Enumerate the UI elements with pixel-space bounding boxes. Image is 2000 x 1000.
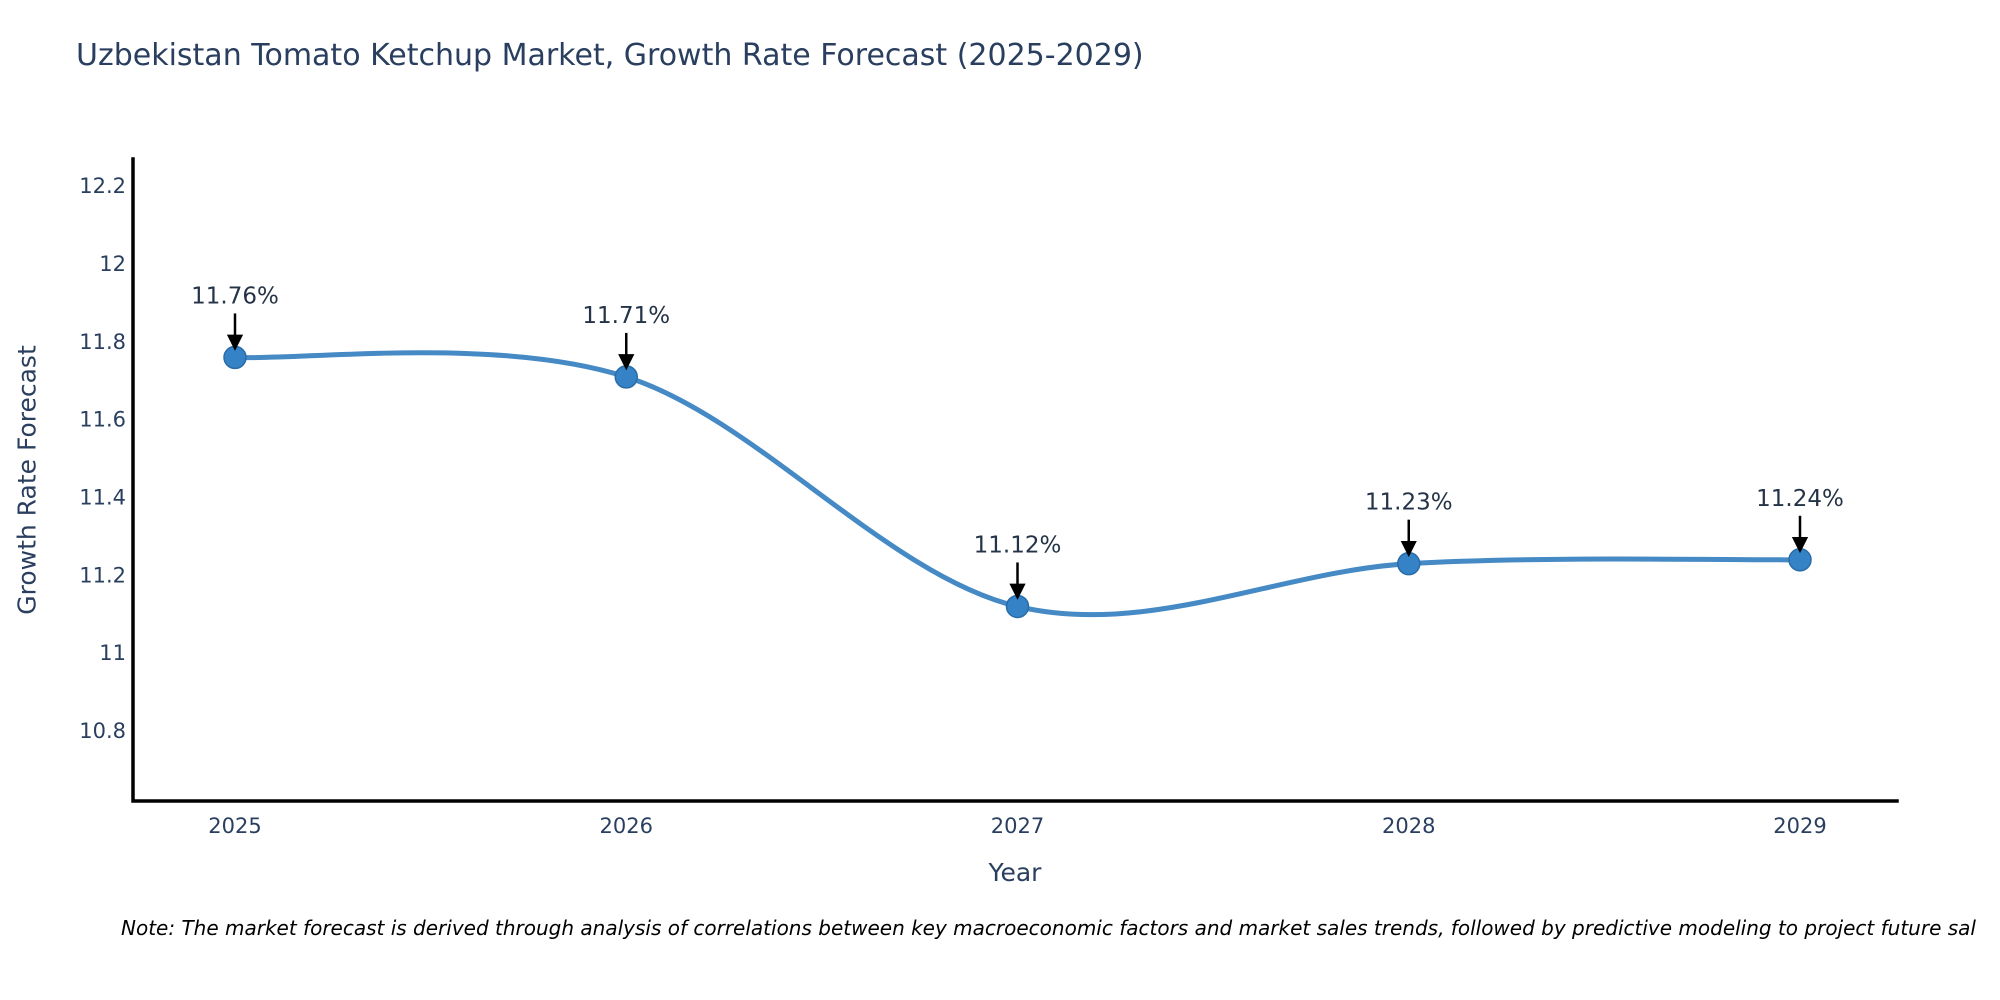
data-point-marker[interactable] [614, 365, 638, 389]
footnote: Note: The market forecast is derived thr… [121, 916, 1976, 940]
x-tick-label: 2029 [1773, 814, 1826, 838]
x-tick-label: 2025 [208, 814, 261, 838]
y-tick-label: 11 [99, 641, 126, 665]
point-value-label: 11.24% [1756, 486, 1844, 512]
growth-rate-line-chart[interactable]: 10.8 11 11.2 11.4 11.6 11.8 12 12.2 2025 2026 2027… [0, 0, 2000, 900]
x-tick-label: 2027 [991, 814, 1044, 838]
x-axis-title: Year [988, 858, 1042, 887]
data-point-marker[interactable] [1005, 594, 1030, 619]
y-tick-label: 11.4 [79, 486, 126, 510]
chart-title: Uzbekistan Tomato Ketchup Market, Growth… [76, 38, 1144, 73]
point-value-label: 11.71% [582, 303, 670, 329]
data-point-marker[interactable] [223, 345, 247, 370]
data-point-marker[interactable] [1397, 551, 1421, 576]
point-value-label: 11.23% [1365, 490, 1453, 516]
x-tick-label: 2028 [1382, 814, 1435, 838]
y-tick-label: 12.2 [79, 174, 126, 198]
y-tick-label: 11.8 [79, 330, 126, 354]
axis-lines [131, 157, 1899, 803]
y-tick-label: 11.6 [79, 408, 126, 432]
y-tick-label: 11.2 [79, 563, 126, 587]
x-tick-label: 2026 [600, 814, 653, 838]
point-value-label: 11.12% [974, 532, 1062, 558]
y-tick-label: 12 [99, 252, 126, 276]
y-tick-label: 10.8 [79, 719, 126, 743]
point-value-label: 11.76% [191, 283, 279, 309]
data-point-marker[interactable] [1788, 548, 1812, 572]
